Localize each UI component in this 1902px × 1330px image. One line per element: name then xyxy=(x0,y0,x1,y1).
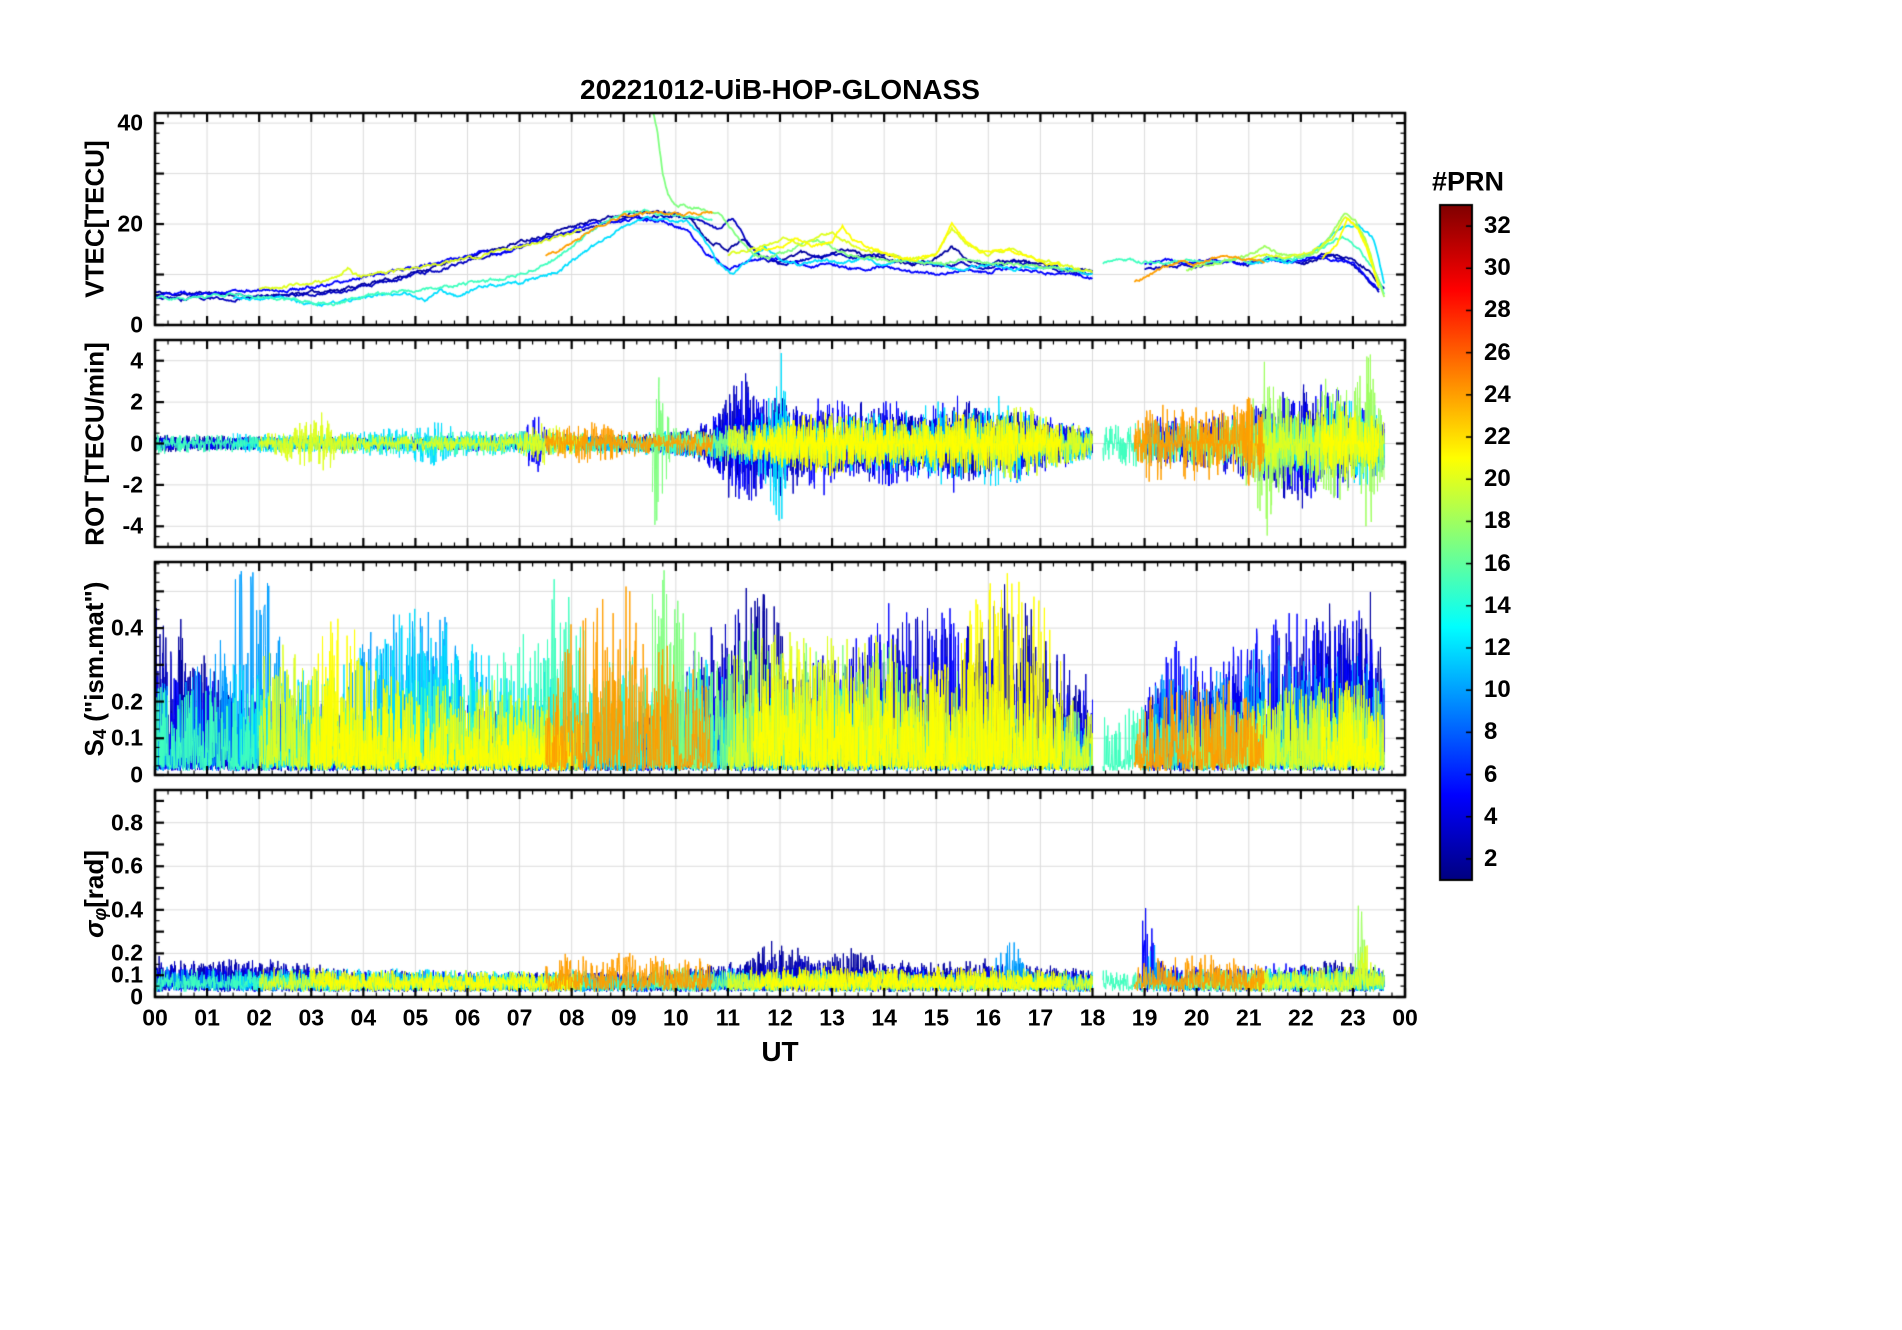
x-tick-label: 11 xyxy=(715,1004,741,1031)
y-axis-label-part: 4 xyxy=(90,728,111,739)
x-tick-label: 07 xyxy=(506,1004,533,1031)
y-tick-label: 0.2 xyxy=(111,939,143,966)
y-tick-label: -4 xyxy=(122,512,143,539)
y-tick-label: 0.1 xyxy=(111,724,143,751)
colorbar-tick-label: 28 xyxy=(1484,296,1511,324)
colorbar-tick-label: 24 xyxy=(1484,380,1511,408)
x-tick-label: 20 xyxy=(1183,1004,1210,1031)
colorbar-tick-label: 8 xyxy=(1484,718,1498,746)
y-axis-label-part: ("ism.mat") xyxy=(78,581,109,729)
chart-title: 20221012-UiB-HOP-GLONASS xyxy=(580,74,980,105)
colorbar-tick-label: 16 xyxy=(1484,549,1511,577)
y-tick-label: 0 xyxy=(130,761,143,788)
x-tick-label: 00 xyxy=(142,1004,168,1031)
colorbar-tick-label: 4 xyxy=(1484,802,1498,830)
y-axis-label-part: VTEC[TECU] xyxy=(79,140,110,298)
x-tick-label: 01 xyxy=(194,1004,220,1031)
x-tick-label: 15 xyxy=(923,1004,950,1031)
x-tick-label: 05 xyxy=(402,1004,429,1031)
y-axis-label-part: σ xyxy=(78,920,109,938)
y-tick-label: 0 xyxy=(130,983,143,1010)
y-axis-label-part: ROT [TECU/min] xyxy=(79,341,110,546)
colorbar-tick-label: 10 xyxy=(1484,676,1511,704)
y-tick-label: 0 xyxy=(130,311,143,338)
x-tick-label: 17 xyxy=(1027,1004,1054,1031)
x-tick-label: 03 xyxy=(298,1004,325,1031)
y-tick-label: 0.4 xyxy=(111,614,143,641)
x-tick-label: 13 xyxy=(819,1004,845,1031)
y-tick-label: 0.6 xyxy=(111,852,143,879)
x-tick-label: 09 xyxy=(610,1004,637,1031)
x-tick-label: 19 xyxy=(1131,1004,1158,1031)
x-tick-label: 08 xyxy=(558,1004,585,1031)
y-tick-label: 2 xyxy=(130,388,143,415)
y-tick-label: 0.2 xyxy=(111,688,143,715)
colorbar-tick-label: 18 xyxy=(1484,507,1511,535)
x-tick-label: 22 xyxy=(1288,1004,1314,1031)
x-tick-label: 23 xyxy=(1340,1004,1366,1031)
x-axis-label: UT xyxy=(761,1036,799,1067)
colorbar-title: #PRN xyxy=(1431,166,1505,197)
y-axis-label-part: S xyxy=(78,738,109,756)
x-tick-label: 18 xyxy=(1079,1004,1106,1031)
y-axis-label-part: φ xyxy=(90,907,111,921)
x-tick-label: 14 xyxy=(871,1004,897,1031)
y-axis-label-vtec: VTEC[TECU] xyxy=(80,140,111,297)
x-tick-label: 04 xyxy=(350,1004,377,1031)
colorbar-tick-label: 32 xyxy=(1484,212,1511,240)
y-axis-label-rot: ROT [TECU/min] xyxy=(80,342,111,546)
x-tick-label: 00 xyxy=(1392,1004,1418,1031)
y-tick-label: 20 xyxy=(117,210,143,237)
x-tick-label: 16 xyxy=(975,1004,1002,1031)
colorbar-tick-label: 30 xyxy=(1484,254,1511,282)
x-tick-label: 12 xyxy=(767,1004,793,1031)
x-tick-label: 02 xyxy=(246,1004,272,1031)
x-tick-label: 06 xyxy=(454,1004,481,1031)
y-tick-label: -2 xyxy=(122,471,143,498)
y-tick-label: 40 xyxy=(117,109,143,136)
colorbar-tick-label: 14 xyxy=(1484,591,1511,619)
colorbar-tick-label: 12 xyxy=(1484,633,1511,661)
x-tick-label: 21 xyxy=(1235,1004,1262,1031)
y-axis-label-s4: S4 ("ism.mat") xyxy=(79,581,111,756)
y-tick-label: 0 xyxy=(130,430,143,456)
y-tick-label: 4 xyxy=(130,347,143,374)
y-axis-label-sigma-phi: σφ[rad] xyxy=(79,850,111,938)
colorbar-tick-label: 26 xyxy=(1484,338,1511,366)
x-tick-label: 10 xyxy=(663,1004,689,1031)
colorbar-tick-label: 2 xyxy=(1484,844,1498,872)
colorbar-tick-label: 20 xyxy=(1484,465,1511,493)
y-axis-label-part: [rad] xyxy=(78,849,109,908)
colorbar-tick-label: 22 xyxy=(1484,423,1511,451)
colorbar-tick-label: 6 xyxy=(1484,760,1498,788)
y-tick-label: 0.1 xyxy=(111,961,143,988)
y-tick-label: 0.4 xyxy=(111,896,143,923)
y-tick-label: 0.8 xyxy=(111,809,143,836)
